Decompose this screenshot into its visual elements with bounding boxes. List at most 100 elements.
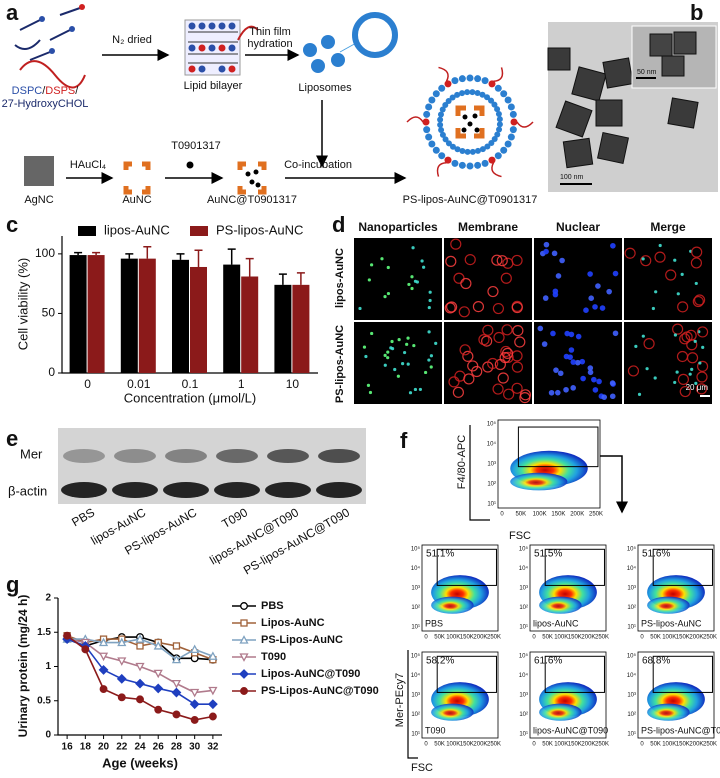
error-bar [74,251,83,256]
scale-text: 20 μm [686,383,709,392]
lipid-head [494,131,501,138]
row-label: lipos-AuNC [334,248,346,308]
column-header: Nanoparticles [358,220,438,234]
signal [397,337,401,342]
lipid-head [494,84,502,92]
lipid-head [474,75,482,83]
y-tick-label: 10⁴ [627,565,637,572]
y-tick-label: 0 [45,730,51,741]
signal [401,362,405,366]
signal [676,292,680,296]
legend-label: T090 [261,651,286,663]
signal [588,295,595,302]
marker [135,634,145,643]
density [510,472,568,491]
y-tick-label: 10¹ [519,625,528,631]
lipid-head [444,156,452,164]
lipid-head [464,148,471,155]
micrograph-bg [444,238,532,320]
y-tick-label: 0 [48,365,55,379]
signal [675,370,679,374]
lipid-head [428,96,436,104]
lipid-head [488,97,495,104]
liposome-zoom [352,12,398,58]
lipid: DSPS [45,85,75,97]
lipid-head [439,106,446,113]
signal [673,258,677,262]
signal [411,246,415,250]
error-bar [92,251,101,256]
band [316,482,362,498]
marker [208,712,217,721]
liposomes [303,35,345,73]
gate-percent: 58.2% [426,656,454,667]
cell-membrane [692,295,704,308]
panel-b: 50 nm 100 nm b [547,0,718,192]
signal [405,342,409,346]
error-bar [227,248,236,265]
signal [592,304,598,310]
signal [564,330,570,337]
lipid-head [491,136,498,143]
band [112,482,158,498]
marker [207,699,218,710]
aunc [123,161,151,195]
marker [171,654,182,664]
lipid-head [479,146,486,153]
signal [550,330,556,337]
signal [406,362,410,366]
cell-membrane [679,385,691,398]
cell-membrane [452,386,464,398]
lipid-head [438,126,445,133]
x-tick-label: 0 [640,742,644,748]
bar [87,255,105,373]
x-tick-label: 200K [689,635,703,641]
y-tick-label: 10⁴ [411,565,421,572]
cell-membrane [685,329,697,341]
marker [208,651,218,660]
lipid-head [432,90,440,98]
axis-title: Mer-PEcy7 [394,673,406,727]
x-tick-label: 250K [595,635,609,641]
signal [403,350,407,355]
cell-membrane [501,347,514,359]
cell-membrane [519,391,531,404]
error-bar [176,253,185,260]
y-tick-label: 10⁵ [627,546,637,553]
signal [383,295,387,299]
lipid-head [488,80,496,88]
signal [575,333,582,340]
marker [239,653,249,662]
lipid-head [496,121,503,128]
signal [408,391,413,395]
y-tick-label: 0.5 [37,695,51,706]
y-tick-label: 10⁵ [627,653,637,660]
y-tick-label: 10³ [519,586,528,592]
drug-dot [467,121,473,127]
lipid-head [428,140,436,148]
drug-dot [186,161,194,169]
signal [368,390,373,395]
cell-membrane [445,301,458,313]
sample-label: lipos-AuNC@T090 [533,725,608,735]
peg [406,116,424,123]
cell-membrane [444,302,456,314]
bar [172,259,189,373]
cell-membrane [492,302,505,315]
panel-label: e [6,426,18,451]
y-tick-label: 100 [35,246,55,260]
bar [241,276,259,373]
row-label: PS-lipos-AuNC [334,325,346,403]
lipid-head [509,110,517,118]
lipid-head [491,101,498,108]
lipid-head [479,91,486,98]
band [216,449,258,463]
cell-membrane [695,383,708,395]
marker [208,686,218,696]
column-header: Merge [650,220,686,234]
cell-membrane [459,344,471,356]
lipid-head [425,103,433,111]
y-tick-label: 10² [519,712,528,718]
x-tick-label: 200K [473,635,487,641]
